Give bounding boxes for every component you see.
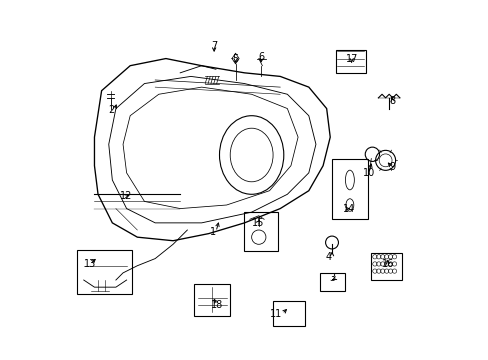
Text: 10: 10 — [362, 168, 374, 178]
Text: 17: 17 — [345, 54, 357, 64]
Text: 1: 1 — [209, 227, 216, 237]
Text: 15: 15 — [251, 218, 264, 228]
Text: 9: 9 — [389, 162, 395, 172]
Text: 14: 14 — [342, 203, 354, 213]
Text: 18: 18 — [211, 300, 223, 310]
Text: 13: 13 — [84, 259, 96, 269]
Text: 12: 12 — [120, 191, 132, 201]
Text: 2: 2 — [108, 105, 114, 115]
Text: 6: 6 — [258, 52, 264, 62]
Text: 11: 11 — [269, 309, 282, 319]
Text: 5: 5 — [232, 54, 238, 64]
Text: 4: 4 — [325, 252, 331, 262]
Text: 8: 8 — [389, 96, 395, 107]
Text: 7: 7 — [211, 41, 217, 51]
Text: 16: 16 — [381, 259, 393, 269]
Text: 3: 3 — [329, 273, 335, 283]
